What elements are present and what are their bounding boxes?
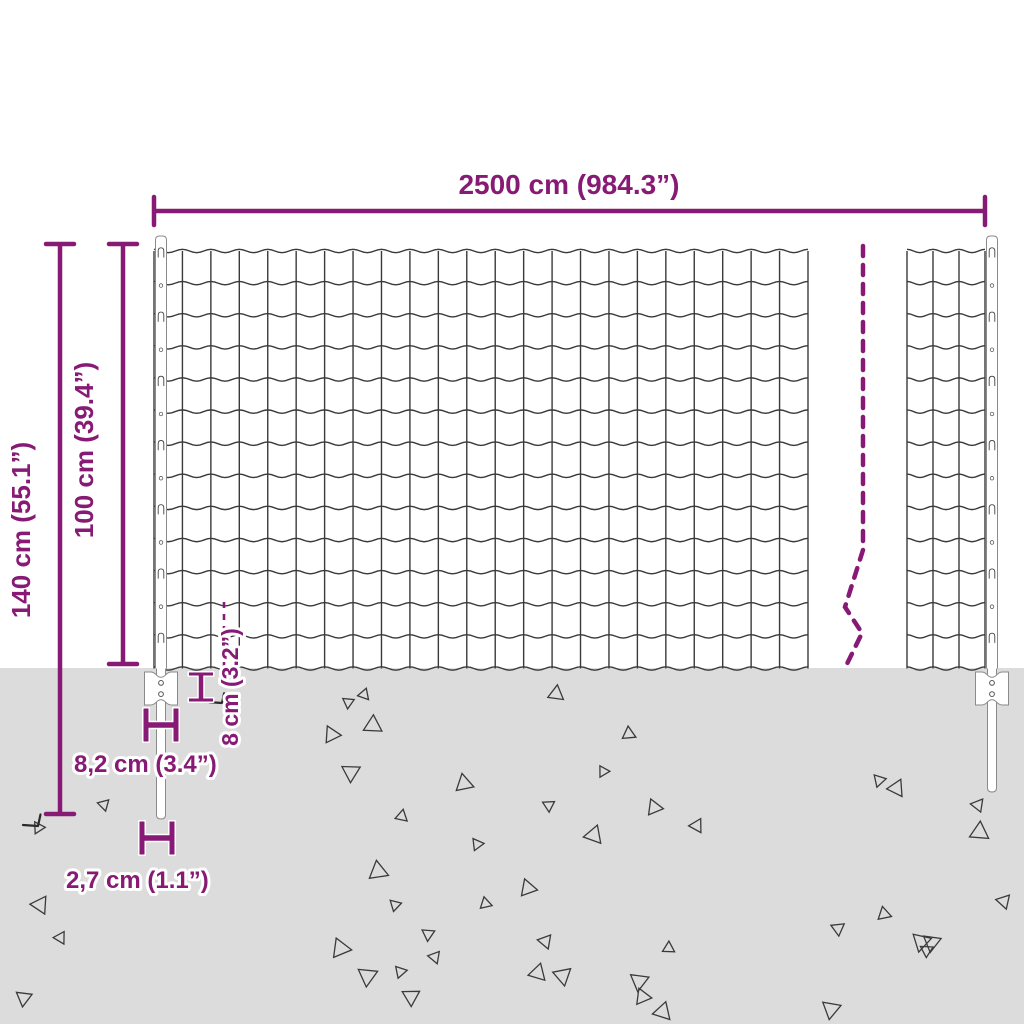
svg-text:2500 cm (984.3”): 2500 cm (984.3”)	[458, 169, 679, 200]
svg-text:8 cm (3.2”): 8 cm (3.2”)	[217, 628, 243, 746]
svg-text:8,2 cm (3.4”): 8,2 cm (3.4”)	[74, 751, 217, 778]
svg-text:140 cm (55.1”): 140 cm (55.1”)	[6, 442, 36, 618]
svg-text:100 cm (39.4”): 100 cm (39.4”)	[69, 362, 99, 538]
svg-text:2,7 cm (1.1”): 2,7 cm (1.1”)	[66, 867, 209, 894]
